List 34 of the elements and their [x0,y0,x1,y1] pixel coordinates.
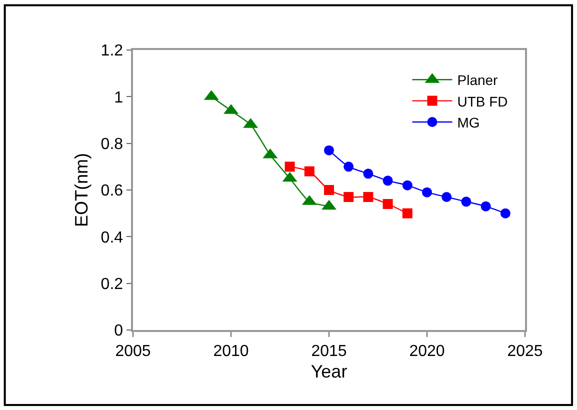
point [422,187,432,198]
point [344,192,354,202]
point [442,192,452,202]
y-tick-label: 0.4 [100,229,124,246]
point [382,176,393,186]
point [480,201,491,212]
point [402,180,412,190]
y-tick-label: 1 [114,89,124,106]
x-tick-label: 2010 [213,342,249,360]
y-tick-label: 0 [114,322,124,340]
x-tick-label: 2025 [507,342,543,360]
x-tick-label: 2020 [409,342,445,360]
point [324,185,334,195]
y-tick-label: 0.2 [100,276,124,293]
legend-label: UTB FD [457,93,508,110]
point [500,208,510,218]
point [382,199,393,209]
point [363,192,374,202]
y-tick-label: 0.8 [100,136,124,153]
x-tick-label: 2005 [115,342,151,360]
point [324,145,334,156]
legend-label: MG [457,114,480,130]
legend-label: Planer [457,72,498,88]
y-tick-label: 0.6 [100,182,124,200]
y-tick-label: 1.2 [100,42,124,60]
x-axis-title: Year [310,362,348,382]
point [402,208,412,218]
point [304,166,314,176]
point [344,162,354,172]
point [461,196,472,207]
y-axis-title: EOT(nm) [72,153,92,227]
x-tick-label: 2015 [311,342,347,360]
point [363,168,374,179]
point [284,162,295,172]
